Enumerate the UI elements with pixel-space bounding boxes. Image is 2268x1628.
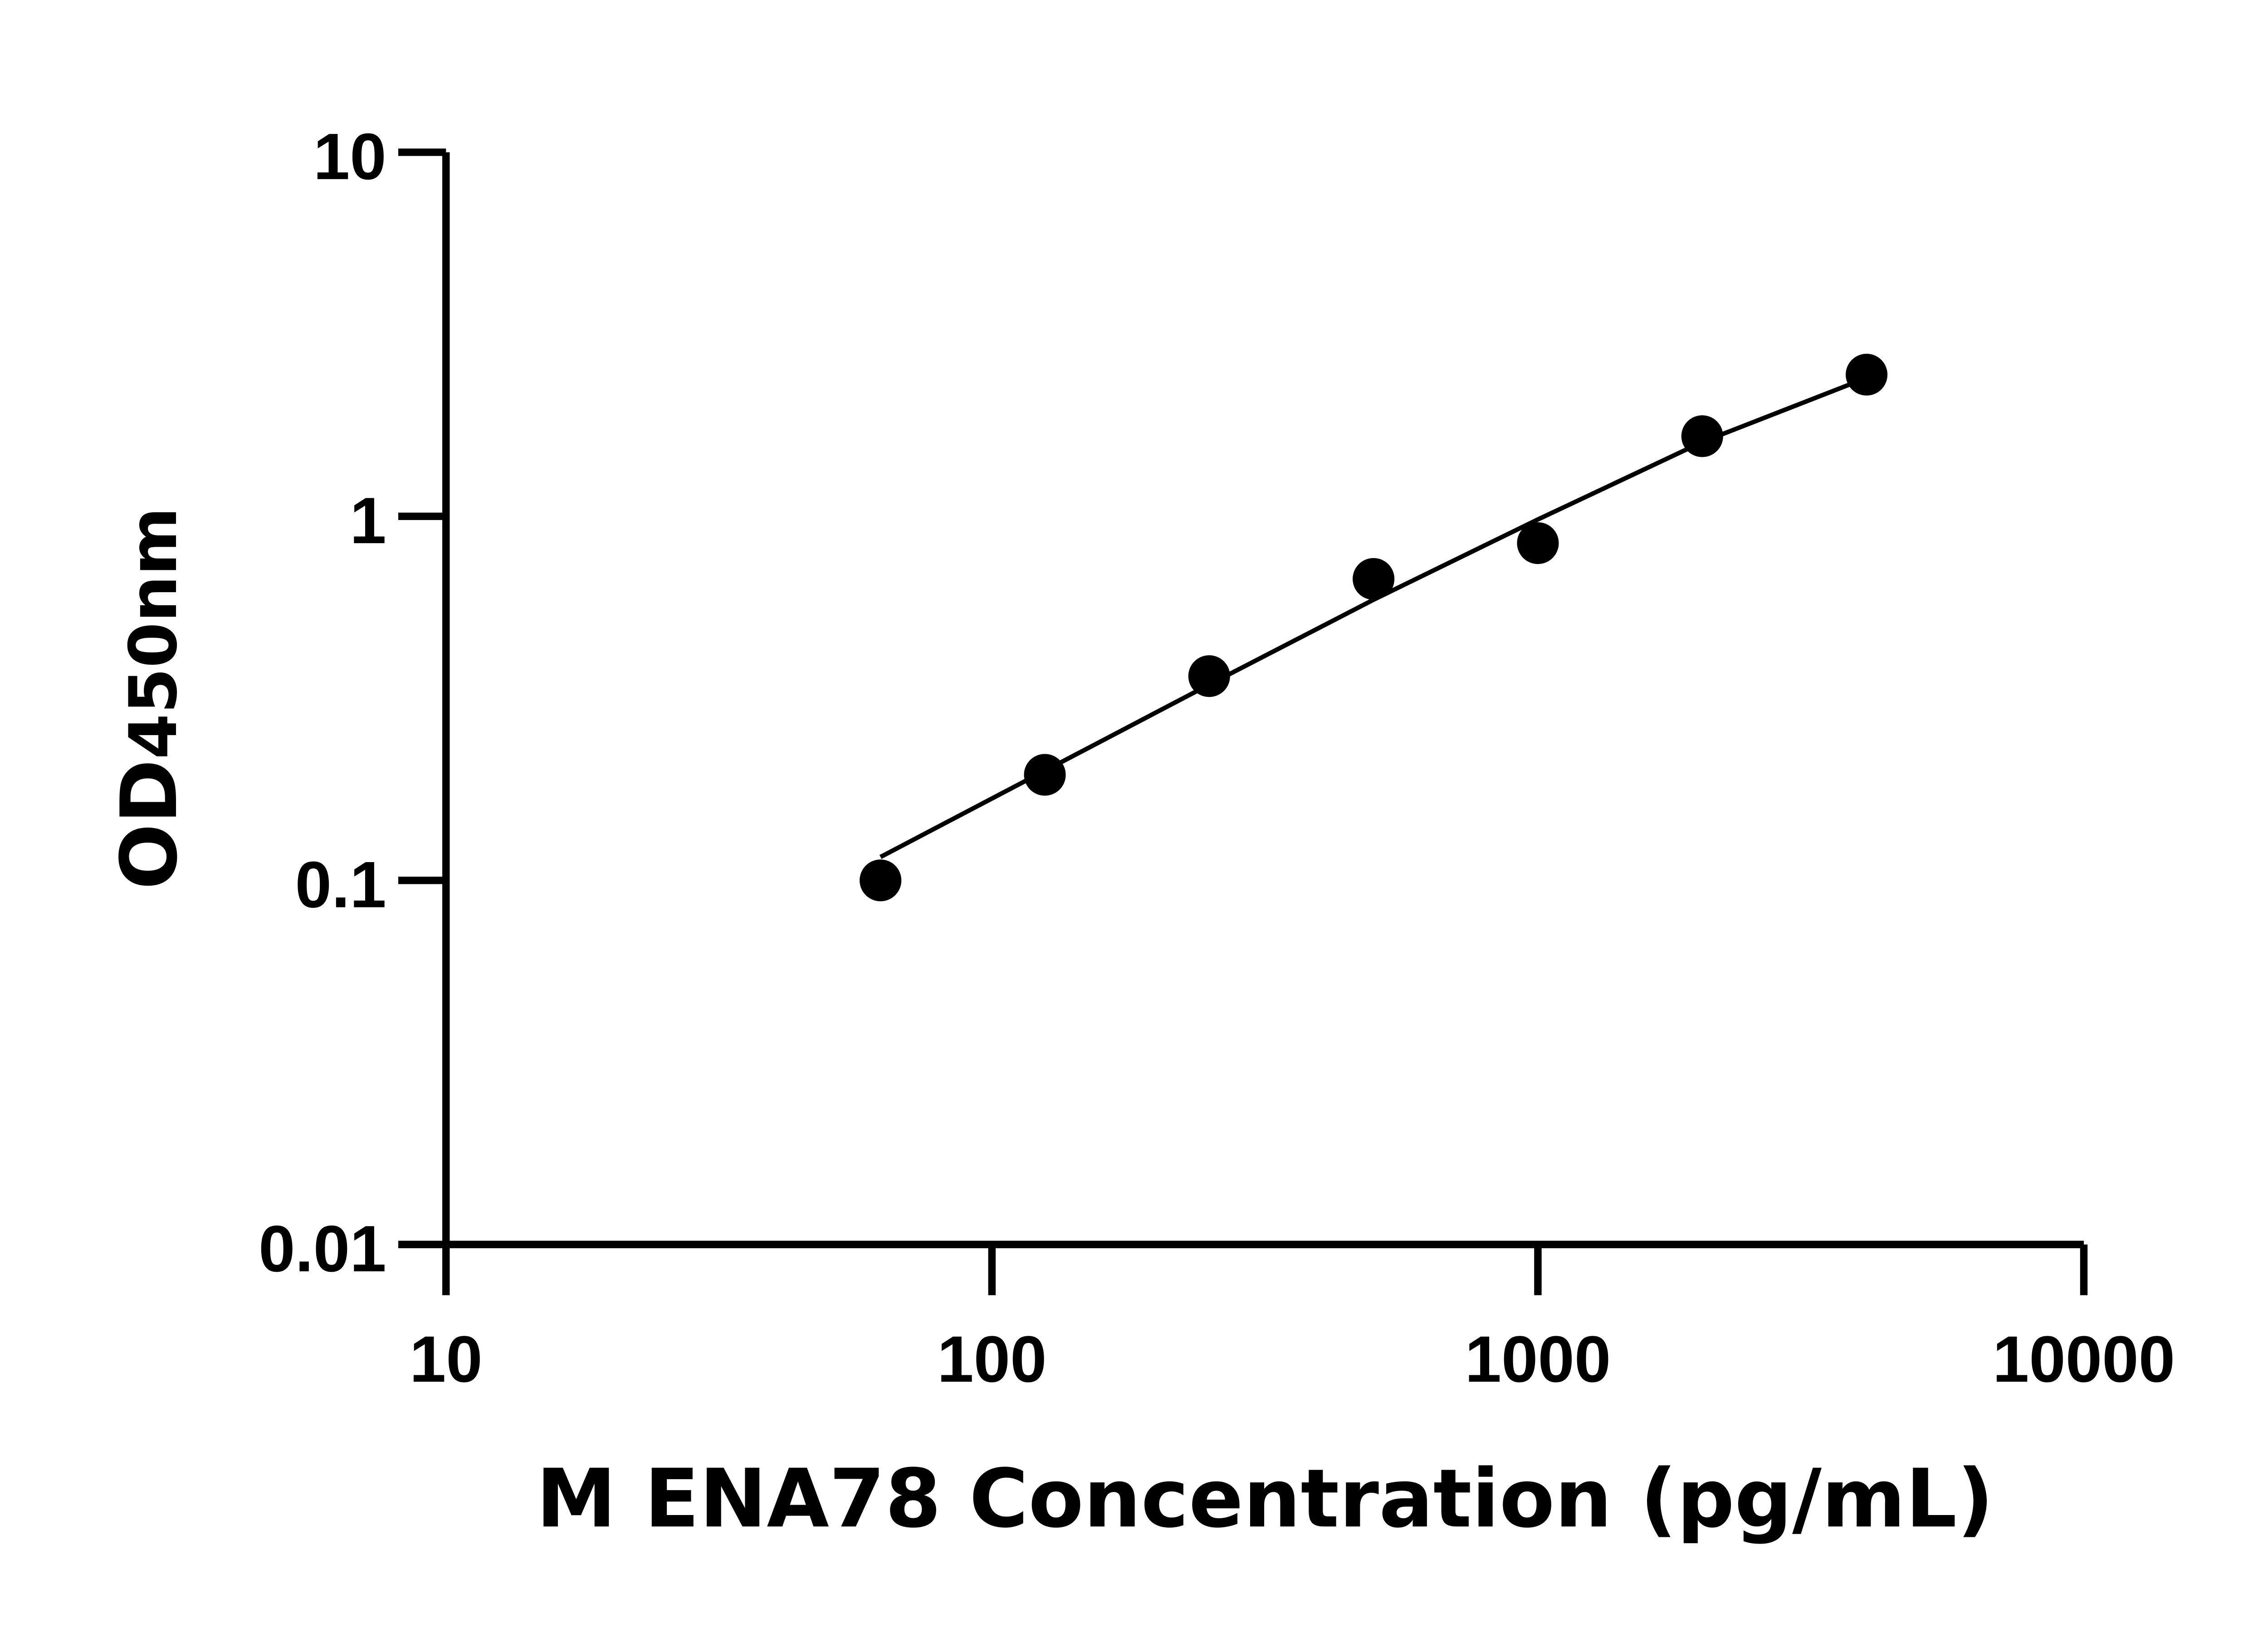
data-point [1353,558,1395,600]
x-tick-label: 10 [410,1322,483,1396]
y-axis-label: OD450nm [104,507,195,890]
y-axis-label-sub: 450nm [116,507,192,760]
data-point [1845,353,1888,396]
x-tick-label: 10000 [1993,1322,2175,1396]
axes: 10 100 1000 10000 0.01 0.1 1 10 [259,120,2175,1396]
data-point [1681,415,1723,457]
data-point [860,859,902,902]
y-tick-label: 0.01 [259,1212,386,1285]
data-points-group [860,353,1888,902]
y-axis-label-main: OD [104,759,195,889]
y-tick-label: 10 [313,120,386,193]
data-point [1024,754,1066,796]
x-axis-label: M ENA78 Concentration (pg/mL) [536,1451,1994,1545]
data-point [1517,522,1559,564]
x-tick-label: 100 [937,1322,1046,1396]
y-tick-label: 0.1 [295,848,386,922]
data-point [1188,655,1230,697]
x-tick-label: 1000 [1465,1322,1611,1396]
y-tick-label: 1 [350,484,386,557]
